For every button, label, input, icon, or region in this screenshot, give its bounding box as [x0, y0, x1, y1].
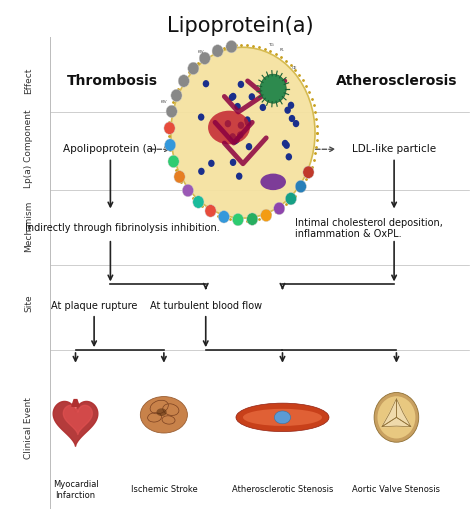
Text: PL: PL: [280, 48, 285, 52]
Circle shape: [182, 184, 193, 197]
Text: Intimal cholesterol deposition,
inflammation & OxPL.: Intimal cholesterol deposition, inflamma…: [294, 217, 442, 239]
Ellipse shape: [274, 411, 291, 424]
Circle shape: [234, 103, 241, 110]
Circle shape: [260, 104, 266, 111]
Text: TG: TG: [268, 43, 273, 47]
Text: Lp(a) Component: Lp(a) Component: [25, 109, 34, 187]
Text: Indirectly through fibrinolysis inhibition.: Indirectly through fibrinolysis inhibiti…: [25, 224, 219, 234]
Circle shape: [166, 105, 177, 118]
Text: Atherosclerosis: Atherosclerosis: [336, 74, 457, 88]
Text: Effect: Effect: [25, 68, 34, 94]
Polygon shape: [72, 400, 79, 406]
Text: CE: CE: [292, 66, 297, 70]
Circle shape: [212, 45, 223, 57]
Circle shape: [198, 168, 205, 175]
Circle shape: [295, 180, 306, 193]
Text: Thrombosis: Thrombosis: [67, 74, 158, 88]
Circle shape: [205, 204, 216, 217]
Circle shape: [244, 116, 251, 124]
Text: Apolipoprotein (a): Apolipoprotein (a): [64, 144, 157, 154]
Circle shape: [171, 89, 182, 102]
Circle shape: [208, 160, 215, 167]
Circle shape: [226, 40, 237, 53]
Circle shape: [236, 173, 242, 180]
Circle shape: [164, 122, 175, 134]
Circle shape: [288, 102, 294, 109]
Circle shape: [232, 213, 244, 226]
Circle shape: [232, 137, 238, 144]
Circle shape: [188, 62, 199, 75]
Text: At plaque rupture: At plaque rupture: [51, 301, 137, 311]
Circle shape: [293, 120, 299, 127]
Text: KIV: KIV: [161, 100, 167, 104]
Text: Lipoprotein(a): Lipoprotein(a): [167, 16, 314, 36]
Circle shape: [198, 114, 204, 121]
Circle shape: [229, 94, 235, 101]
Ellipse shape: [156, 408, 167, 416]
Polygon shape: [382, 399, 396, 427]
Circle shape: [237, 131, 244, 139]
Ellipse shape: [260, 173, 286, 190]
Text: LDL-like particle: LDL-like particle: [352, 144, 436, 154]
Circle shape: [285, 153, 292, 160]
Circle shape: [303, 166, 314, 179]
Circle shape: [261, 209, 272, 222]
Circle shape: [374, 392, 419, 442]
Circle shape: [174, 171, 185, 183]
Circle shape: [199, 52, 210, 64]
Circle shape: [273, 202, 285, 215]
Circle shape: [237, 81, 244, 88]
Circle shape: [245, 119, 251, 126]
Circle shape: [246, 213, 258, 225]
Polygon shape: [382, 417, 411, 427]
Circle shape: [285, 193, 297, 205]
Circle shape: [164, 139, 176, 151]
Circle shape: [219, 211, 229, 223]
Text: Myocardial
Infarction: Myocardial Infarction: [53, 480, 99, 499]
Circle shape: [283, 142, 290, 149]
Circle shape: [225, 120, 231, 127]
Circle shape: [230, 159, 237, 166]
Circle shape: [203, 80, 209, 87]
Circle shape: [377, 396, 415, 439]
Text: KIV: KIV: [198, 50, 204, 54]
Polygon shape: [396, 399, 411, 427]
Circle shape: [260, 74, 286, 103]
Circle shape: [178, 75, 189, 87]
Text: Mechanism: Mechanism: [25, 200, 34, 252]
Circle shape: [282, 140, 288, 147]
Circle shape: [237, 121, 244, 129]
Circle shape: [230, 93, 237, 100]
Ellipse shape: [171, 47, 315, 218]
Text: Aortic Valve Stenosis: Aortic Valve Stenosis: [353, 485, 440, 494]
Circle shape: [284, 106, 291, 114]
Circle shape: [229, 133, 236, 141]
Circle shape: [233, 136, 240, 143]
Ellipse shape: [140, 397, 187, 433]
Text: Clinical Event: Clinical Event: [25, 397, 34, 459]
Text: Site: Site: [25, 295, 34, 312]
Ellipse shape: [236, 403, 329, 432]
Circle shape: [168, 155, 179, 168]
Ellipse shape: [243, 409, 322, 426]
Polygon shape: [53, 401, 98, 446]
Circle shape: [193, 196, 204, 208]
Circle shape: [289, 115, 295, 122]
Circle shape: [246, 143, 252, 151]
Text: At turbulent blood flow: At turbulent blood flow: [150, 301, 262, 311]
Ellipse shape: [208, 111, 250, 144]
Polygon shape: [64, 405, 92, 434]
Text: Ischemic Stroke: Ischemic Stroke: [130, 485, 197, 494]
Circle shape: [248, 93, 255, 101]
Text: Atherosclerotic Stenosis: Atherosclerotic Stenosis: [232, 485, 333, 494]
